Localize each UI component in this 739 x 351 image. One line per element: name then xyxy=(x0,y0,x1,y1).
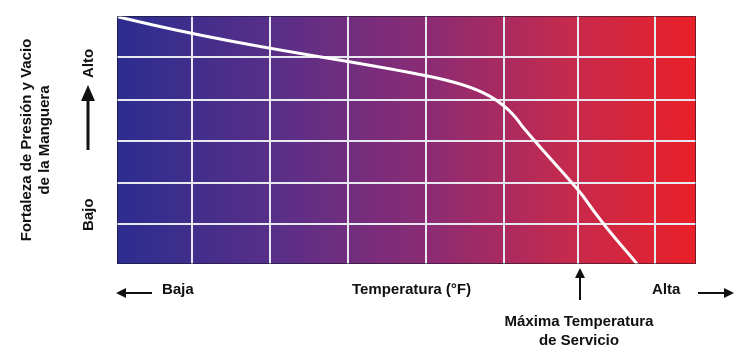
x-axis-low-label: Baja xyxy=(162,281,194,298)
y-axis-low-label: Bajo xyxy=(80,198,97,231)
strength-curve xyxy=(117,16,639,264)
x-axis-title: Temperatura (°F) xyxy=(352,281,472,298)
grid-lines xyxy=(117,16,696,264)
chart-svg xyxy=(117,16,696,264)
x-axis: Baja Temperatura (°F) Alta xyxy=(0,276,739,302)
y-axis-arrow-icon xyxy=(81,85,95,150)
y-axis-high-label: Alto xyxy=(80,48,97,78)
right-arrow-icon xyxy=(698,288,734,298)
max-temp-line1: Máxima Temperatura xyxy=(504,313,654,330)
left-arrow-icon xyxy=(116,288,152,298)
max-temp-line2: de Servicio xyxy=(538,332,620,349)
x-axis-high-label: Alta xyxy=(652,281,681,298)
max-temp-up-arrow-icon xyxy=(575,268,585,300)
y-axis-title-line1: Fortaleza de Presión y Vacio xyxy=(18,38,35,242)
chart-plot-area xyxy=(117,16,696,264)
y-axis-title: Fortaleza de Presión y Vacio de la Mangu… xyxy=(18,5,54,275)
max-service-temp-label: Máxima Temperatura de Servicio xyxy=(470,312,688,350)
y-axis-title-line2: de la Manguera xyxy=(36,85,53,195)
